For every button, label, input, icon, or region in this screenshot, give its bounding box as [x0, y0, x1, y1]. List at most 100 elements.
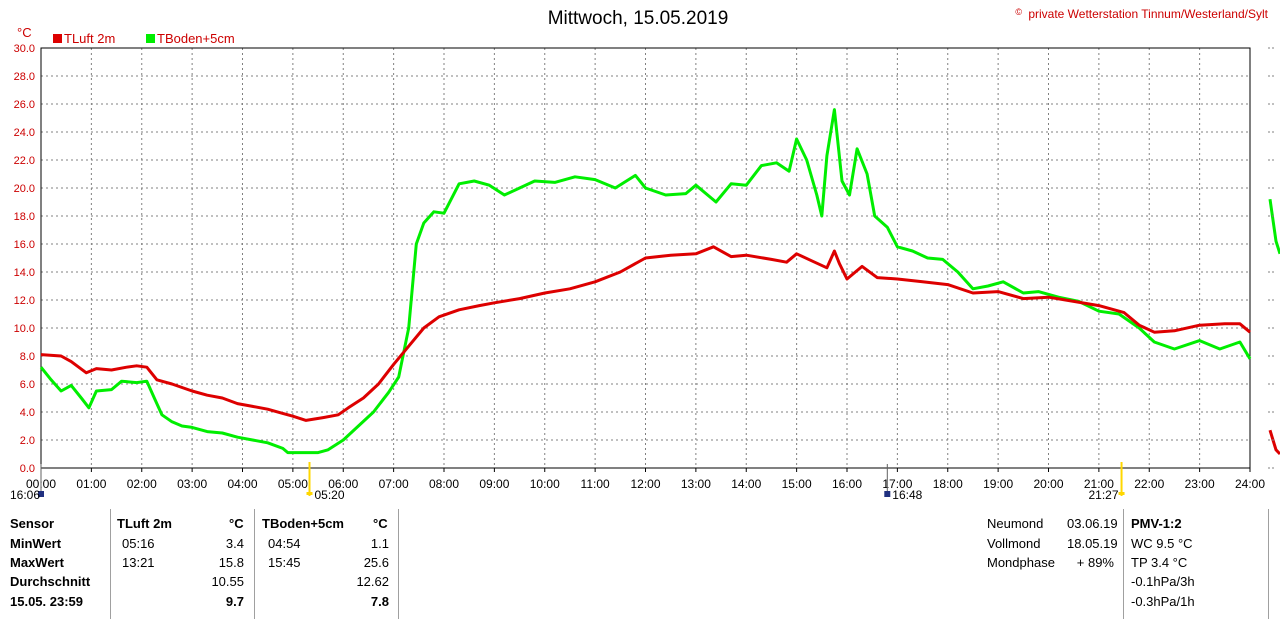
tluft-avg-value: 10.55 [211, 574, 244, 589]
astro-time-label: 16:48 [892, 488, 922, 502]
right-stub-line [1268, 198, 1280, 255]
tluft-min-time: 05:16 [122, 536, 155, 551]
x-tick-label: 08:00 [429, 477, 459, 491]
stats-header-tboden: TBoden+5cm [262, 516, 344, 531]
legend-label-tboden: TBoden+5cm [157, 31, 235, 46]
y-tick-label: 22.0 [14, 155, 35, 167]
legend-swatch-tboden [146, 34, 155, 43]
moon-label-full: Vollmond [987, 536, 1041, 551]
y-tick-label: 30.0 [14, 43, 35, 55]
divider [110, 509, 111, 619]
x-tick-label: 13:00 [681, 477, 711, 491]
tboden-max-value: 25.6 [363, 555, 389, 570]
x-tick-label: 21:00 [1084, 477, 1114, 491]
y-tick-label: 16.0 [14, 239, 35, 251]
astro-time-label: 21:27 [1089, 488, 1119, 502]
y-tick-label: 8.0 [20, 351, 35, 363]
x-tick-label: 06:00 [328, 477, 358, 491]
row-label-avg: Durchschnitt [10, 574, 91, 589]
tboden-min-value: 1.1 [370, 536, 389, 551]
row-label-min: MinWert [10, 536, 62, 551]
x-tick-label: 22:00 [1134, 477, 1164, 491]
tluft-min-value: 3.4 [225, 536, 244, 551]
x-tick-label: 10:00 [530, 477, 560, 491]
y-tick-label: 18.0 [14, 211, 35, 223]
y-axis-ticks: 0.0 2.0 4.0 6.0 8.0 10.0 12.0 14.0 16.0 18.0 20.0 2… [14, 43, 35, 475]
chart-title: Mittwoch, 15.05.2019 [548, 8, 729, 29]
sun-icon [1118, 492, 1125, 495]
astro-time-label: 16:06 [10, 488, 40, 502]
moon-label-new: Neumond [987, 516, 1044, 531]
moon-value-new: 03.06.19 [1067, 516, 1118, 531]
x-tick-label: 04:00 [227, 477, 257, 491]
y-tick-label: 0.0 [20, 463, 35, 475]
x-tick-label: 01:00 [76, 477, 106, 491]
series-line [39, 108, 1252, 455]
x-tick-label: 12:00 [630, 477, 660, 491]
grid-lines [41, 48, 1250, 468]
series-layer [39, 108, 1252, 455]
pmv-line: -0.1hPa/3h [1131, 574, 1195, 589]
astro-time-label: 05:20 [314, 488, 344, 502]
pmv-line: -0.3hPa/1h [1131, 594, 1195, 609]
stats-header-unit-tboden: °C [373, 516, 388, 531]
y-unit-label: °C [17, 25, 32, 40]
copyright-label: private Wetterstation Tinnum/Westerland/… [1028, 7, 1268, 21]
astro-markers: 16:06 05:20 16:48 21:27 [10, 462, 1125, 502]
row-label-current: 15.05. 23:59 [10, 594, 84, 609]
stats-header-unit-tluft: °C [229, 516, 244, 531]
x-tick-label: 05:00 [278, 477, 308, 491]
y-tick-label: 28.0 [14, 71, 35, 83]
y-tick-label: 20.0 [14, 183, 35, 195]
divider [398, 509, 399, 619]
y-tick-label: 14.0 [14, 267, 35, 279]
x-tick-label: 03:00 [177, 477, 207, 491]
x-tick-label: 23:00 [1185, 477, 1215, 491]
moon-value-phase: + 89% [1076, 555, 1114, 570]
pmv-line: WC 9.5 °C [1131, 536, 1193, 551]
legend-swatch-tluft [53, 34, 62, 43]
x-tick-label: 19:00 [983, 477, 1013, 491]
y-tick-label: 24.0 [14, 127, 35, 139]
copyright-symbol: © [1015, 7, 1022, 17]
x-tick-label: 11:00 [581, 477, 610, 491]
tboden-max-time: 15:45 [268, 555, 301, 570]
stats-header-sensor: Sensor [10, 516, 55, 531]
x-tick-label: 07:00 [379, 477, 409, 491]
tluft-max-time: 13:21 [122, 555, 155, 570]
x-tick-label: 17:00 [882, 477, 912, 491]
moon-value-full: 18.05.19 [1067, 536, 1118, 551]
chart: Mittwoch, 15.05.2019 © private Wettersta… [10, 4, 1280, 502]
plot-frame [40, 47, 1251, 469]
sun-icon [306, 492, 313, 495]
y-tick-label: 10.0 [14, 323, 35, 335]
x-tick-label: 24:00 [1235, 477, 1265, 491]
row-label-max: MaxWert [10, 555, 64, 570]
x-tick-label: 20:00 [1033, 477, 1063, 491]
x-axis-ticks: 00:00 01:00 02:00 03:00 04:00 05:00 06:00 07:00… [26, 468, 1265, 491]
x-tick-label: 14:00 [731, 477, 761, 491]
moon-icon [884, 491, 891, 497]
y-tick-label: 4.0 [20, 407, 35, 419]
divider [254, 509, 255, 619]
x-tick-label: 02:00 [127, 477, 157, 491]
copyright-text: © private Wetterstation Tinnum/Westerlan… [1015, 4, 1268, 21]
tluft-max-value: 15.8 [218, 555, 244, 570]
series-line [40, 245, 1251, 422]
y-tick-label: 2.0 [20, 435, 35, 447]
divider [1123, 509, 1124, 619]
x-tick-label: 18:00 [933, 477, 963, 491]
right-stub-line [1268, 429, 1280, 456]
moon-label-phase: Mondphase [987, 555, 1055, 570]
divider [1268, 509, 1269, 619]
tluft-current-value: 9.7 [225, 594, 244, 609]
pmv-title: PMV-1:2 [1131, 516, 1182, 531]
y-tick-label: 26.0 [14, 99, 35, 111]
moon-icon [38, 491, 44, 497]
tboden-avg-value: 12.62 [356, 574, 389, 589]
tboden-current-value: 7.8 [370, 594, 389, 609]
x-tick-label: 09:00 [479, 477, 509, 491]
x-tick-label: 15:00 [782, 477, 812, 491]
tboden-min-time: 04:54 [268, 536, 301, 551]
legend-label-tluft: TLuft 2m [64, 31, 115, 46]
